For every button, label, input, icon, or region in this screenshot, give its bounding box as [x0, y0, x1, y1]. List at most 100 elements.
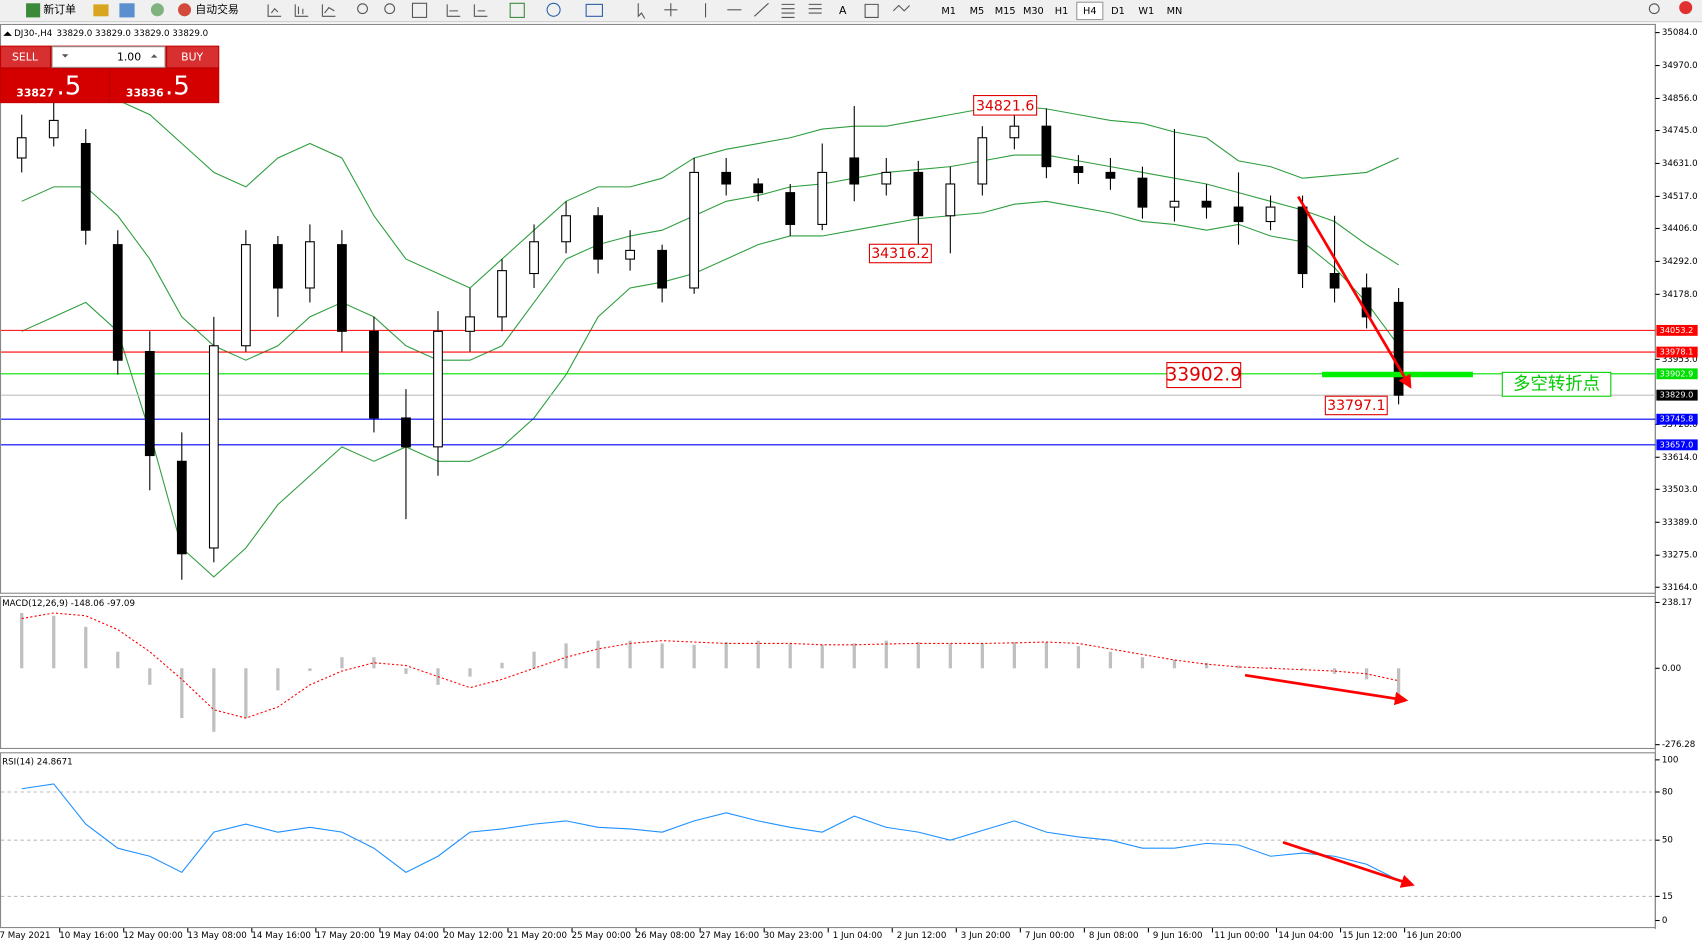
auto-trade-icon[interactable]: [178, 3, 192, 17]
y-tick-label: 50: [1662, 836, 1673, 846]
plot-layer: 35084.0 34970.0 34856.0 34745.0 34631.0 34517…: [0, 28, 1698, 941]
timeframe-bar: M1 M5 M15 M30 H1 H4 D1 W1 MN: [941, 1, 1183, 21]
sell-price[interactable]: 33827: [16, 86, 54, 99]
header-arrow: [3, 31, 12, 36]
buy-price[interactable]: 33836: [126, 86, 164, 99]
candle-body: [1233, 206, 1244, 223]
candle-body: [433, 330, 443, 448]
macd-bar: [308, 668, 312, 672]
new-order-icon[interactable]: [26, 3, 41, 18]
volume-value[interactable]: 1.00: [117, 51, 141, 64]
timeframe-button[interactable]: W1: [1138, 6, 1154, 17]
macd-bar: [1044, 642, 1049, 669]
toolbar-icons[interactable]: [267, 2, 1660, 19]
macd-bar: [788, 643, 792, 669]
buy-price-box[interactable]: [110, 69, 219, 103]
candle-body: [176, 460, 187, 555]
macd-bar: [468, 668, 472, 677]
macd-bar: [1300, 668, 1305, 670]
candle-body: [1169, 200, 1180, 208]
bollinger-band: [21, 200, 1400, 578]
buy-price-pips[interactable]: .5: [165, 71, 190, 101]
spinner-up[interactable]: [150, 54, 158, 58]
timeframe-button[interactable]: D1: [1111, 6, 1125, 17]
x-tick-label: 8 Jun 08:00: [1089, 931, 1139, 941]
candle-body: [1073, 166, 1084, 173]
sell-button[interactable]: [1, 46, 50, 68]
price-level-label: 33902.9: [1660, 368, 1694, 378]
timeframe-button[interactable]: M30: [1023, 6, 1044, 17]
auto-trade-button[interactable]: 自动交易: [195, 2, 238, 16]
sell-label[interactable]: SELL: [12, 51, 38, 64]
x-tick-label: 11 Jun 00:00: [1214, 931, 1269, 941]
macd-bar: [1108, 651, 1113, 669]
macd-bar: [148, 668, 152, 685]
macd-bar: [244, 668, 248, 719]
notification-badge[interactable]: [1679, 1, 1693, 15]
y-tick-label: 34178.0: [1662, 290, 1698, 300]
candle-body: [561, 215, 571, 243]
annotation-box: [1166, 362, 1242, 389]
timeframe-button[interactable]: H1: [1055, 6, 1069, 17]
price-level-tag: [1656, 413, 1698, 425]
y-tick-label: 80: [1662, 787, 1673, 797]
candle-body: [1201, 200, 1212, 208]
toolbar-icon[interactable]: [119, 3, 135, 18]
candle-body: [849, 157, 860, 185]
toolbar-icon[interactable]: [93, 4, 109, 17]
active-timeframe[interactable]: [1076, 1, 1104, 21]
macd-bar: [660, 643, 664, 669]
candle-body: [144, 350, 155, 457]
candle-body: [48, 119, 59, 139]
x-tick-label: 2 Jun 12:00: [897, 931, 947, 941]
x-tick-label: 27 May 16:00: [700, 931, 759, 941]
timeframe-button[interactable]: M5: [970, 6, 985, 17]
buy-label[interactable]: BUY: [181, 51, 203, 64]
macd-bar: [52, 615, 56, 669]
timeframe-button[interactable]: M15: [995, 6, 1016, 17]
macd-bar: [276, 668, 280, 691]
macd-bar: [84, 626, 88, 669]
candle-body: [753, 183, 764, 194]
candle-body: [1297, 206, 1308, 275]
x-tick-label: 14 Jun 04:00: [1278, 931, 1333, 941]
x-tick-label: 15 Jun 12:00: [1342, 931, 1397, 941]
macd-bar: [916, 642, 920, 669]
macd-bar: [180, 668, 184, 719]
volume-spinner[interactable]: [51, 46, 166, 68]
buy-button[interactable]: [167, 46, 219, 68]
spinner-down[interactable]: [61, 54, 69, 58]
timeframe-button[interactable]: M1: [941, 6, 956, 17]
sell-price-pips[interactable]: .5: [56, 71, 81, 101]
price-level-tag: [1656, 346, 1698, 358]
new-order-button[interactable]: 新订单: [43, 2, 76, 16]
macd-bar: [340, 657, 344, 669]
toolbar-icon[interactable]: [150, 3, 164, 17]
sell-price-box[interactable]: [1, 69, 109, 103]
macd-bar: [628, 640, 632, 669]
pivot-label: 多空转折点: [1513, 374, 1600, 394]
y-tick-label: 33953.0: [1662, 355, 1698, 365]
macd-arrow: [1244, 673, 1409, 706]
annotation: 34316.2: [871, 246, 929, 262]
macd-bar: [756, 640, 760, 669]
x-tick-label: 21 May 20:00: [508, 931, 567, 941]
macd-bar: [692, 644, 696, 669]
candle-body: [16, 137, 27, 159]
candle-body: [1105, 171, 1116, 179]
candle-body: [1009, 125, 1020, 139]
price-level-label: 34053.2: [1660, 325, 1694, 335]
y-tick-label: 33389.0: [1662, 518, 1698, 528]
text-tool[interactable]: A: [839, 4, 847, 17]
candle-body: [401, 417, 411, 448]
y-tick-label: 33503.0: [1662, 485, 1698, 495]
candle-body: [337, 244, 347, 332]
y-tick-label: 33275.0: [1662, 551, 1698, 561]
timeframe-button[interactable]: H4: [1083, 6, 1097, 17]
y-tick-label: 238.17: [1662, 598, 1692, 608]
macd-bar: [1076, 646, 1081, 669]
timeframe-button[interactable]: MN: [1167, 6, 1183, 17]
candle-body: [593, 215, 603, 260]
